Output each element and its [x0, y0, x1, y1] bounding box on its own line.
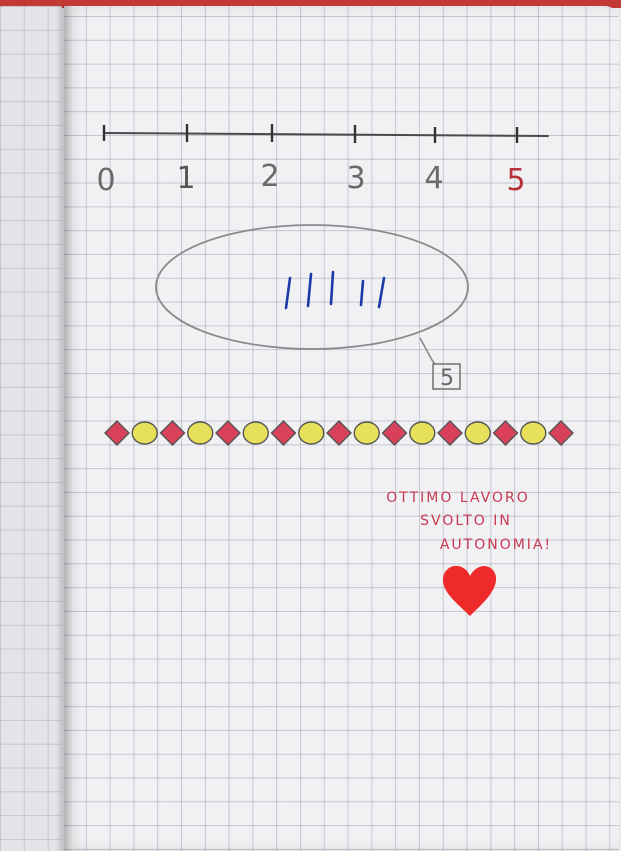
teacher-note: OTTIMO LAVORO SVOLTO IN AUTONOMIA!: [386, 490, 552, 616]
sequence-circle: [187, 421, 214, 445]
sequence-circle: [464, 421, 491, 445]
notebook-cover-edge: [0, 0, 621, 8]
sequence-diamond: [215, 420, 241, 446]
tally-oval: [155, 224, 469, 350]
number-label-0: 0: [96, 163, 115, 198]
number-line: 0 1 2 3 4 5: [96, 124, 549, 198]
sequence-diamond: [437, 420, 463, 446]
sequence-diamond: [326, 420, 352, 446]
heart-icon: [443, 565, 497, 616]
notebook-gutter: [56, 6, 72, 851]
sequence-circle: [353, 421, 380, 445]
sequence-diamond: [492, 420, 519, 446]
number-label-3: 3: [346, 161, 365, 196]
answer-connector: [419, 337, 436, 365]
sequence-circle: [131, 421, 158, 445]
sequence-diamond: [104, 420, 130, 446]
tally-marks: [284, 270, 386, 310]
sequence-circle: [409, 421, 436, 445]
number-label-2: 2: [260, 159, 279, 194]
answer-box: [432, 363, 461, 390]
note-line-1: OTTIMO LAVORO: [386, 490, 529, 506]
sequence-circle: [242, 421, 269, 445]
answer-value: 5: [440, 366, 454, 391]
sequence-circle: [298, 421, 325, 445]
sequence-diamond: [270, 420, 297, 446]
note-line-2: SVOLTO IN: [420, 513, 512, 529]
sequence-diamond: [159, 420, 186, 446]
number-label-4: 4: [424, 161, 443, 196]
note-line-3: AUTONOMIA!: [440, 537, 552, 553]
number-label-1: 1: [176, 161, 195, 196]
sequence-diamond: [548, 420, 574, 446]
sequence-diamond: [381, 420, 408, 446]
shape-sequence: [104, 420, 574, 446]
number-label-5: 5: [506, 163, 525, 198]
left-page: [0, 6, 62, 851]
sequence-circle: [520, 421, 547, 445]
